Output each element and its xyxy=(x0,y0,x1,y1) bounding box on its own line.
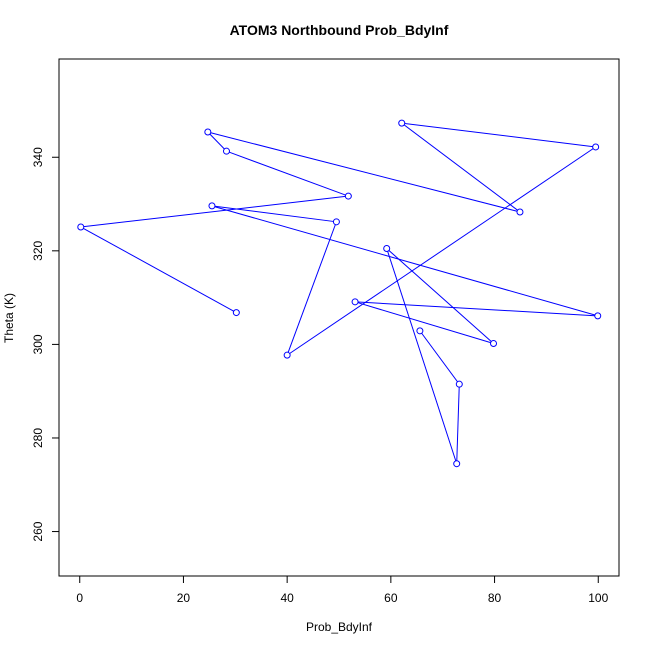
x-tick-label: 100 xyxy=(588,591,608,605)
series-segment xyxy=(229,151,346,196)
data-point xyxy=(516,208,524,216)
data-point xyxy=(455,380,463,388)
series-segment xyxy=(387,251,457,462)
y-tick-label: 340 xyxy=(31,147,45,167)
x-tick-label: 80 xyxy=(488,591,502,605)
chart-title: ATOM3 Northbound Prob_BdyInf xyxy=(230,22,449,38)
series-segment xyxy=(210,132,518,212)
y-tick-label: 320 xyxy=(31,240,45,260)
y-axis: 260 280 300 320 340 xyxy=(31,147,60,542)
series-segment xyxy=(209,133,225,150)
x-tick-label: 20 xyxy=(177,591,191,605)
series-layer xyxy=(77,119,602,468)
data-point xyxy=(416,327,424,335)
data-point xyxy=(453,460,461,468)
y-tick-label: 300 xyxy=(31,334,45,354)
series-segment xyxy=(214,205,334,222)
series-segment xyxy=(456,387,460,461)
data-point xyxy=(490,339,498,347)
y-axis-label: Theta (K) xyxy=(2,293,16,343)
data-point xyxy=(283,351,291,359)
x-tick-label: 40 xyxy=(280,591,294,605)
data-point xyxy=(232,309,240,317)
series-segment xyxy=(358,301,595,317)
data-point xyxy=(594,312,602,320)
series-segment xyxy=(214,206,595,316)
plot-frame xyxy=(58,58,620,577)
data-point xyxy=(344,192,352,200)
x-axis: 0 20 40 60 80 100 xyxy=(76,575,609,605)
series-segment xyxy=(83,227,234,312)
series-segment xyxy=(357,302,491,344)
series-segment xyxy=(421,332,458,383)
data-point xyxy=(592,143,600,151)
series-segment xyxy=(289,148,594,354)
y-tick-label: 280 xyxy=(31,428,45,448)
data-point xyxy=(351,298,359,306)
x-tick-label: 0 xyxy=(76,591,83,605)
x-axis-label: Prob_BdyInf xyxy=(306,620,373,634)
data-point xyxy=(332,218,340,226)
series-segment xyxy=(287,224,336,353)
data-point xyxy=(222,147,230,155)
data-point xyxy=(398,119,406,127)
data-point xyxy=(383,244,391,252)
x-tick-label: 60 xyxy=(384,591,398,605)
data-point xyxy=(208,202,216,210)
series-segment xyxy=(403,124,518,211)
data-point xyxy=(204,128,212,136)
series-segment xyxy=(404,122,593,148)
y-tick-label: 260 xyxy=(31,521,45,541)
data-point xyxy=(77,223,85,231)
series-segment xyxy=(388,250,492,342)
series-segment xyxy=(83,195,346,228)
